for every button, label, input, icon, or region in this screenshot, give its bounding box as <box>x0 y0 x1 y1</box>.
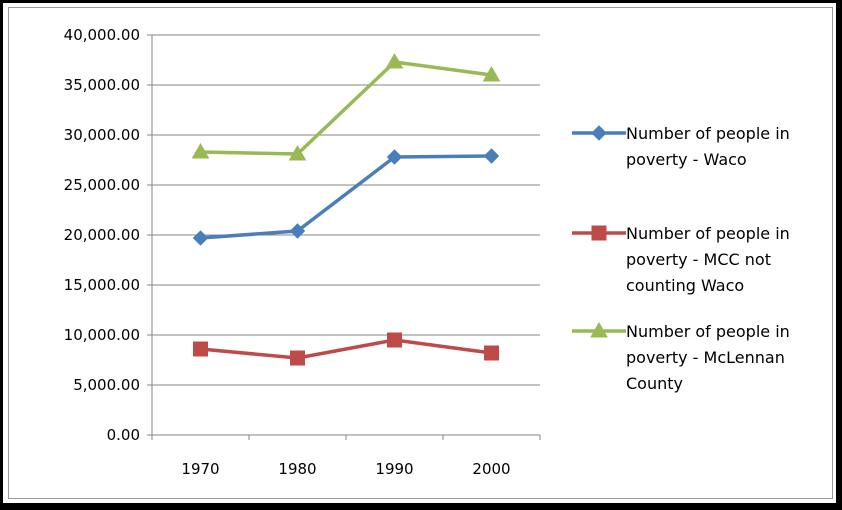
x-tick-label: 1990 <box>375 460 413 478</box>
series-3 <box>191 52 501 161</box>
legend-label: County <box>626 374 683 393</box>
y-tick-label: 35,000.00 <box>64 76 140 94</box>
data-point <box>385 52 404 69</box>
y-tick-label: 20,000.00 <box>64 226 140 244</box>
data-point <box>387 332 402 348</box>
legend-label: Number of people in <box>626 124 790 143</box>
legend-label: poverty - MCC not <box>626 250 771 269</box>
legend-label: counting Waco <box>626 276 744 295</box>
data-point <box>482 65 501 82</box>
legend-label: poverty - Waco <box>626 150 747 169</box>
legend-item-2: Number of people in poverty - MCC not coun… <box>572 224 790 295</box>
axes: 0.00 5,000.00 10,000.00 15,000.00 20,000.00 2… <box>64 26 541 478</box>
legend-label: Number of people in <box>626 322 790 341</box>
y-tick-label: 40,000.00 <box>64 26 140 44</box>
legend-item-1: Number of people in poverty - Waco <box>572 124 790 169</box>
y-tick-label: 5,000.00 <box>73 376 140 394</box>
series-2 <box>193 332 499 366</box>
y-tick-label: 10,000.00 <box>64 326 140 344</box>
gridlines <box>152 34 540 386</box>
y-tick-label: 15,000.00 <box>64 276 140 294</box>
legend-marker <box>591 225 607 241</box>
series-line <box>200 338 492 360</box>
data-point <box>192 230 209 246</box>
x-tick-label: 2000 <box>472 460 510 478</box>
data-point <box>193 341 208 357</box>
series-layer <box>191 52 501 366</box>
legend-label: poverty - McLennan <box>626 348 785 367</box>
data-point <box>484 345 499 361</box>
x-tick-label: 1970 <box>181 460 219 478</box>
data-point <box>483 148 500 164</box>
legend-marker <box>590 321 608 338</box>
data-point <box>289 223 306 239</box>
legend-item-3: Number of people in poverty - McLennan Cou… <box>572 321 790 393</box>
data-point <box>191 142 210 159</box>
data-point <box>288 144 307 161</box>
series-line <box>200 60 492 156</box>
x-tick-label: 1980 <box>278 460 316 478</box>
y-tick-label: 30,000.00 <box>64 126 140 144</box>
chart-area <box>8 7 833 499</box>
series-1 <box>192 148 500 246</box>
series-line <box>200 154 492 240</box>
data-point <box>386 149 403 165</box>
y-tick-label: 25,000.00 <box>64 176 140 194</box>
data-point <box>290 350 305 366</box>
legend-marker <box>591 125 607 141</box>
legend-label: Number of people in <box>626 224 790 243</box>
y-tick-label: 0.00 <box>107 426 140 444</box>
